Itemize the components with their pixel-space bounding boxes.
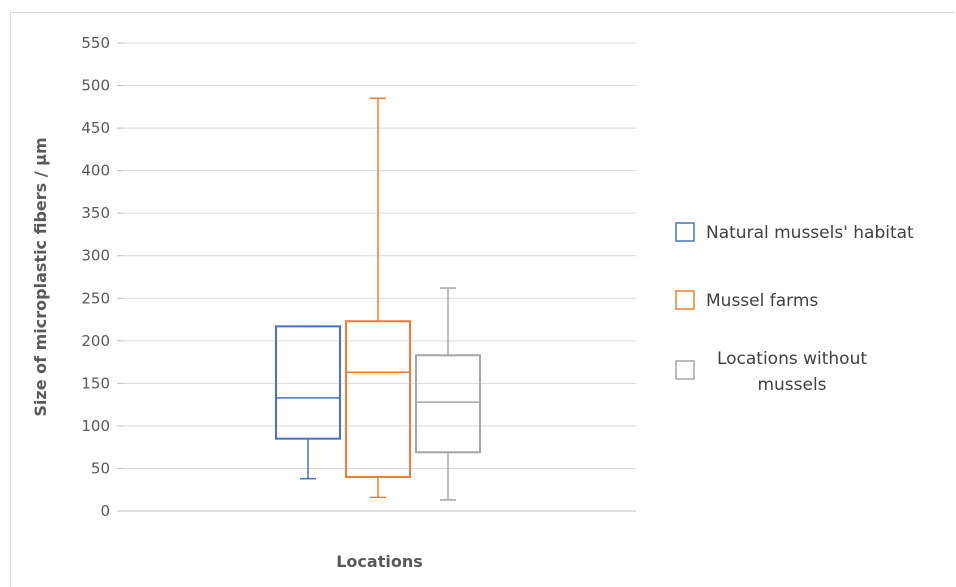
- legend-label-line: Locations without: [717, 349, 867, 369]
- y-tick-label: 500: [81, 77, 110, 95]
- legend-swatch: [675, 360, 695, 380]
- y-tick-label: 400: [81, 162, 110, 180]
- box-2: [345, 97, 411, 499]
- legend-label: Natural mussels' habitat: [706, 223, 914, 243]
- y-axis-title: Size of microplastic fibers / μm: [31, 137, 50, 416]
- box-1: [275, 325, 341, 480]
- box-3: [415, 287, 481, 501]
- legend-label-line: mussels: [757, 375, 826, 395]
- boxes: [275, 97, 481, 501]
- legend: Natural mussels' habitat Mussel farms Loca…: [675, 222, 914, 395]
- y-tick-label: 0: [100, 502, 110, 520]
- legend-item: Mussel farms: [675, 290, 818, 311]
- y-tick-label: 450: [81, 119, 110, 137]
- gridlines: [117, 42, 636, 512]
- y-tick-label: 300: [81, 247, 110, 265]
- y-tick-label: 550: [81, 34, 110, 52]
- y-tick-label: 200: [81, 332, 110, 350]
- y-tick-label: 100: [81, 417, 110, 435]
- y-axis-ticks: 0 50 100 150 200 250 300 350 400 450 500 550: [81, 34, 110, 520]
- y-tick-label: 150: [81, 374, 110, 392]
- box-iqr: [415, 354, 481, 454]
- legend-label: Mussel farms: [706, 291, 818, 311]
- legend-swatch: [675, 290, 695, 310]
- y-tick-label: 350: [81, 204, 110, 222]
- box-iqr: [345, 320, 411, 478]
- legend-item: Locations without mussels: [675, 349, 867, 395]
- legend-item: Natural mussels' habitat: [675, 222, 914, 243]
- legend-swatch: [675, 222, 695, 242]
- y-tick-label: 250: [81, 289, 110, 307]
- x-axis-title: Locations: [336, 552, 423, 571]
- y-tick-label: 50: [91, 459, 110, 477]
- box-iqr: [275, 325, 341, 440]
- chart-frame: [10, 12, 955, 587]
